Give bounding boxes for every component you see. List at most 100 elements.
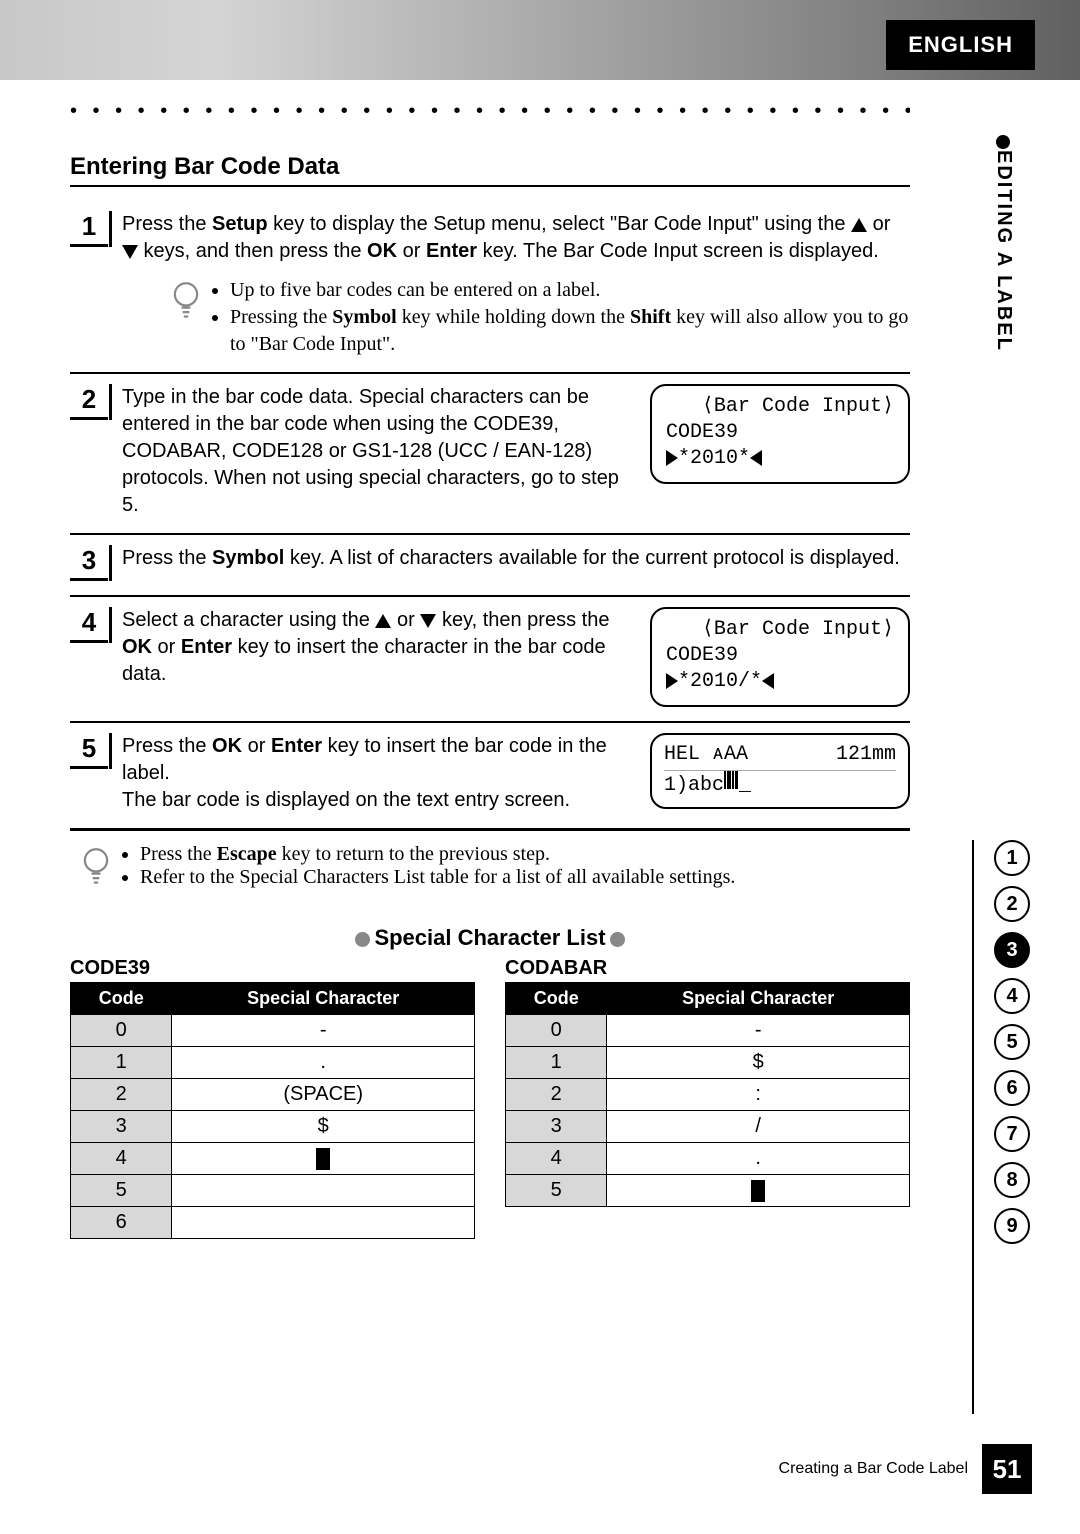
step-number: 1 xyxy=(70,211,108,247)
t: or xyxy=(867,213,890,235)
bullet-icon xyxy=(610,932,625,947)
block-icon xyxy=(751,1180,765,1202)
step-4: 4 Select a character using the or key, t… xyxy=(70,597,910,723)
codabar-table-wrap: CODABAR CodeSpecial Character 0- 1$ 2: 3… xyxy=(505,957,910,1239)
lcd-header: ⟨Bar Code Input⟩ xyxy=(666,394,894,420)
lcd-preview: ⟨Bar Code Input⟩ CODE39 *2010/* xyxy=(650,607,910,707)
t: key to display the Setup menu, select "B… xyxy=(268,213,851,235)
lcd-preview-small: HEL ᴀAA 121mm 1)abc_ xyxy=(650,733,910,809)
col-code: Code xyxy=(71,983,172,1015)
t: or xyxy=(397,240,426,262)
step-5: 5 Press the OK or Enter key to insert th… xyxy=(70,723,910,831)
table-row: 2: xyxy=(506,1079,910,1111)
down-arrow-icon xyxy=(420,614,436,628)
page-index-item[interactable]: 3 xyxy=(994,932,1030,968)
footer-text: Creating a Bar Code Label xyxy=(779,1460,968,1478)
note-bullet: Pressing the Symbol key while holding do… xyxy=(230,304,910,358)
bullet-icon xyxy=(355,932,370,947)
t: Press the xyxy=(122,213,212,235)
step-number: 4 xyxy=(70,607,108,643)
page-number: 51 xyxy=(982,1444,1032,1494)
note-bullet: Press the Escape key to return to the pr… xyxy=(140,843,735,866)
page-index-item[interactable]: 4 xyxy=(994,978,1030,1014)
table-caption: CODE39 xyxy=(70,957,475,980)
up-arrow-icon xyxy=(375,614,391,628)
cursor-right-icon xyxy=(666,673,678,689)
table-row: 4 xyxy=(71,1143,475,1175)
scl-title: Special Character List xyxy=(70,925,910,951)
code39-table-wrap: CODE39 CodeSpecial Character 0- 1. 2(SPA… xyxy=(70,957,475,1239)
table-row: 3/ xyxy=(506,1111,910,1143)
table-caption: CODABAR xyxy=(505,957,910,980)
side-dot xyxy=(996,135,1010,149)
lcd-line: *2010* xyxy=(666,446,894,472)
step-text: Press the OK or Enter key to insert the … xyxy=(122,733,634,814)
step-1: 1 Press the Setup key to display the Set… xyxy=(70,201,910,374)
codabar-table: CodeSpecial Character 0- 1$ 2: 3/ 4. 5 xyxy=(505,982,910,1207)
note-bullet: Up to five bar codes can be entered on a… xyxy=(230,277,910,304)
step-number: 5 xyxy=(70,733,108,769)
table-row: 0- xyxy=(506,1015,910,1047)
col-code: Code xyxy=(506,983,607,1015)
side-rule xyxy=(972,840,974,1414)
scl-tables: CODE39 CodeSpecial Character 0- 1. 2(SPA… xyxy=(70,957,910,1239)
top-banner: ENGLISH xyxy=(0,0,1080,80)
table-row: 3$ xyxy=(71,1111,475,1143)
lcd-line: CODE39 xyxy=(666,643,894,669)
down-arrow-icon xyxy=(122,245,138,259)
lcd-body: 1)abc_ xyxy=(664,771,896,799)
table-row: 4. xyxy=(506,1143,910,1175)
main-content: • • • • • • • • • • • • • • • • • • • • … xyxy=(70,100,910,1239)
page-index-item[interactable]: 2 xyxy=(994,886,1030,922)
table-row: 1$ xyxy=(506,1047,910,1079)
enter-key: Enter xyxy=(426,240,477,262)
step-text: Press the Symbol key. A list of characte… xyxy=(122,545,910,572)
code39-table: CodeSpecial Character 0- 1. 2(SPACE) 3$ … xyxy=(70,982,475,1239)
step-3: 3 Press the Symbol key. A list of charac… xyxy=(70,535,910,597)
note-2: Press the Escape key to return to the pr… xyxy=(82,843,910,905)
block-icon xyxy=(316,1148,330,1170)
step-2: 2 Type in the bar code data. Special cha… xyxy=(70,374,910,535)
lcd-line: CODE39 xyxy=(666,420,894,446)
col-char: Special Character xyxy=(172,983,475,1015)
language-tab: ENGLISH xyxy=(886,20,1035,70)
lightbulb-icon xyxy=(172,281,200,321)
step-number: 2 xyxy=(70,384,108,420)
side-section-label: EDITING A LABEL xyxy=(992,150,1015,352)
page-footer: Creating a Bar Code Label 51 xyxy=(779,1444,1032,1494)
table-row: 6 xyxy=(71,1207,475,1239)
step-number: 3 xyxy=(70,545,108,581)
table-row: 1. xyxy=(71,1047,475,1079)
ok-key: OK xyxy=(367,240,397,262)
table-row: 2(SPACE) xyxy=(71,1079,475,1111)
lcd-font: HEL ᴀAA xyxy=(664,741,748,768)
barcode-icon xyxy=(724,771,739,798)
note-bullet: Refer to the Special Characters List tab… xyxy=(140,866,735,889)
dotted-rule: • • • • • • • • • • • • • • • • • • • • … xyxy=(70,100,910,123)
lcd-header: ⟨Bar Code Input⟩ xyxy=(666,617,894,643)
step-body: Press the Setup key to display the Setup… xyxy=(122,211,910,358)
page-index-item[interactable]: 1 xyxy=(994,840,1030,876)
lcd-preview: ⟨Bar Code Input⟩ CODE39 *2010* xyxy=(650,384,910,484)
lcd-line: *2010/* xyxy=(666,669,894,695)
table-row: 5 xyxy=(506,1175,910,1207)
cursor-left-icon xyxy=(762,673,774,689)
step-text: Select a character using the or key, the… xyxy=(122,607,634,688)
cursor-right-icon xyxy=(666,450,678,466)
table-row: 0- xyxy=(71,1015,475,1047)
col-char: Special Character xyxy=(607,983,910,1015)
page-index-item[interactable]: 6 xyxy=(994,1070,1030,1106)
t: key. The Bar Code Input screen is displa… xyxy=(477,240,879,262)
cursor-left-icon xyxy=(750,450,762,466)
page-index-item[interactable]: 5 xyxy=(994,1024,1030,1060)
lcd-length: 121mm xyxy=(836,741,896,768)
page-index-item[interactable]: 9 xyxy=(994,1208,1030,1244)
up-arrow-icon xyxy=(851,218,867,232)
note-1: Up to five bar codes can be entered on a… xyxy=(172,277,910,358)
page-index-item[interactable]: 8 xyxy=(994,1162,1030,1198)
page-index: 1 2 3 4 5 6 7 8 9 xyxy=(992,840,1032,1244)
lightbulb-icon xyxy=(82,847,110,887)
table-row: 5 xyxy=(71,1175,475,1207)
page-index-item[interactable]: 7 xyxy=(994,1116,1030,1152)
t: keys, and then press the xyxy=(138,240,367,262)
